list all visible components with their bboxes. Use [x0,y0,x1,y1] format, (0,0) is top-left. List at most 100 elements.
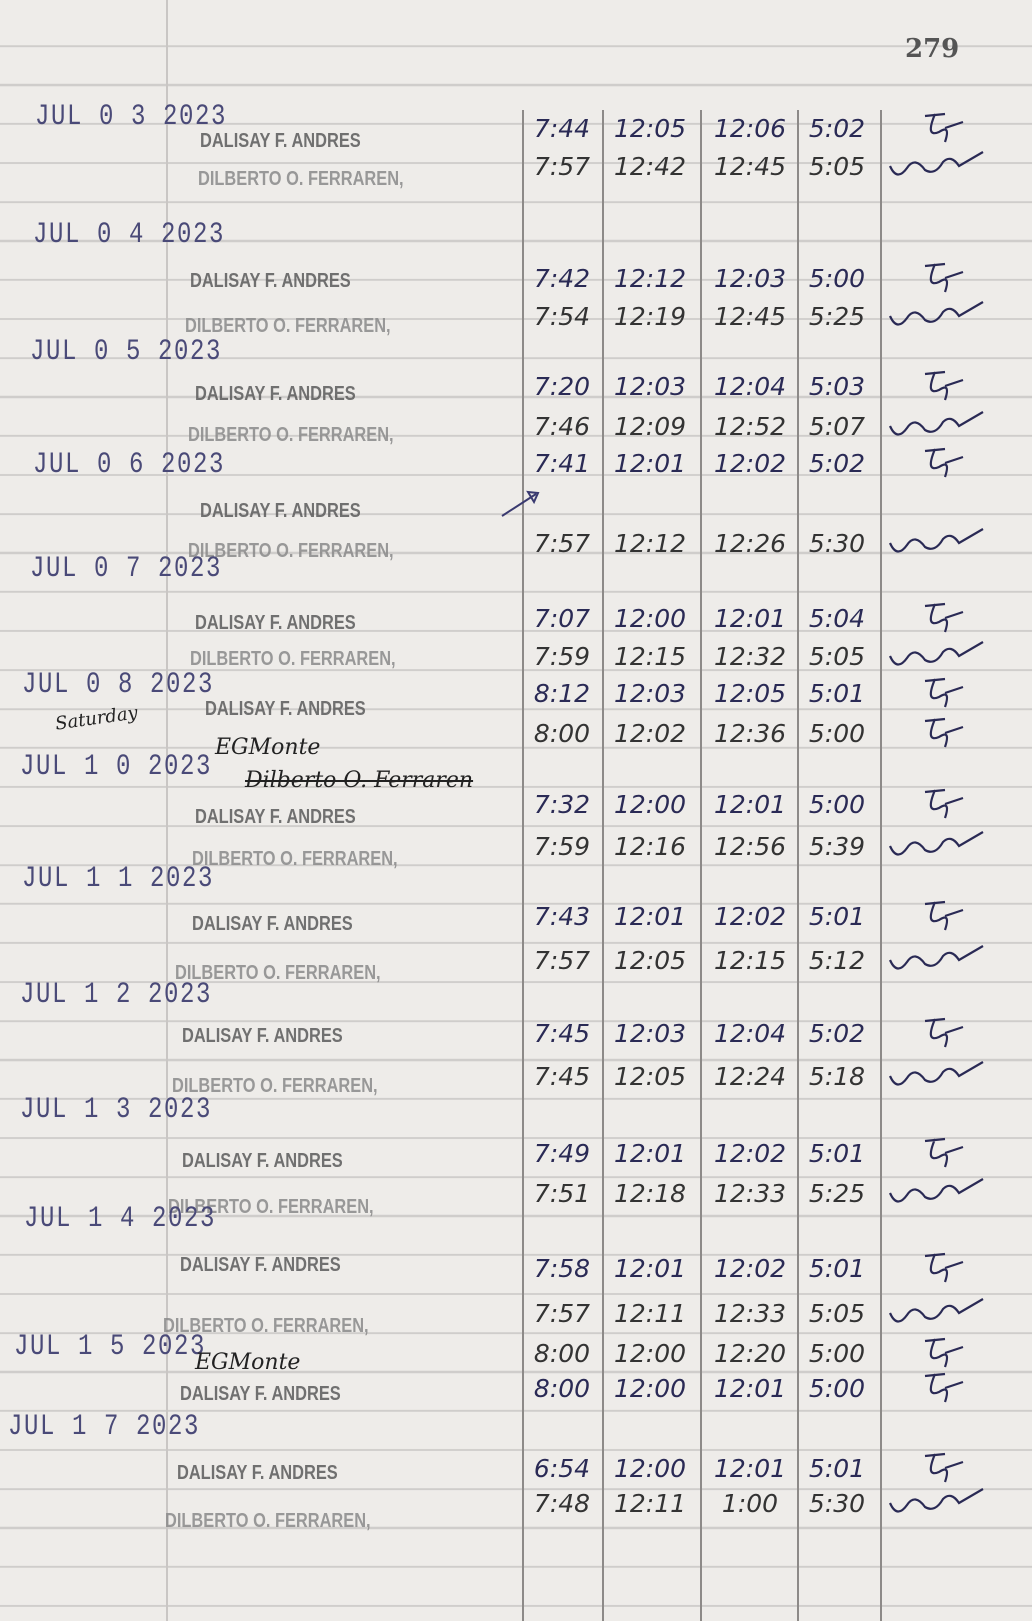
employee-name: EGMonte [195,1350,301,1375]
column-divider [797,110,799,1621]
time-entry: 12:01 [713,604,787,633]
time-entry: 8:00 [533,1374,591,1403]
time-entry: 7:51 [533,1179,591,1208]
date-stamp: JUL 0 3 2023 [35,100,228,134]
time-entry: 12:26 [713,529,787,558]
time-entry: 5:30 [808,529,866,558]
time-entry: 12:11 [613,1299,687,1328]
time-entry: 7:57 [533,529,591,558]
time-entry: 12:11 [613,1489,687,1518]
time-entry: 1:00 [721,1489,779,1518]
employee-name: Dilberto O. Ferraren [245,768,474,793]
date-stamp: JUL 1 7 2023 [8,1410,201,1444]
time-entry: 12:03 [613,372,687,401]
time-entry: 8:12 [533,679,591,708]
column-divider [602,110,604,1621]
time-entry: 12:01 [613,902,687,931]
time-entry: 12:56 [713,832,787,861]
date-stamp: JUL 1 2 2023 [20,978,213,1012]
time-entry: 12:24 [713,1062,787,1091]
time-entry: 7:59 [533,642,591,671]
time-entry: 12:42 [613,152,687,181]
time-entry: 12:00 [613,1339,687,1368]
signature-icon [924,1372,964,1403]
time-entry: 5:05 [808,1299,866,1328]
time-entry: 12:03 [613,679,687,708]
employee-name: DILBERTO O. FERRAREN, [188,540,394,562]
signature-icon [924,112,964,143]
signature-icon [924,717,964,748]
time-entry: 12:05 [613,946,687,975]
employee-name: DILBERTO O. FERRAREN, [185,315,391,337]
time-entry: 7:42 [533,264,591,293]
time-entry: 8:00 [533,719,591,748]
employee-name: DILBERTO O. FERRAREN, [175,962,381,984]
time-entry: 12:01 [713,1454,787,1483]
time-entry: 7:54 [533,302,591,331]
employee-name: DILBERTO O. FERRAREN, [172,1075,378,1097]
signature-icon [888,1488,984,1513]
time-entry: 12:00 [613,604,687,633]
employee-name: DALISAY F. ANDRES [182,1025,343,1047]
time-entry: 12:09 [613,412,687,441]
time-entry: 12:15 [713,946,787,975]
time-entry: 7:07 [533,604,591,633]
time-entry: 12:02 [713,902,787,931]
signature-icon [888,151,984,176]
signature-icon [888,1298,984,1323]
time-entry: 5:05 [808,152,866,181]
time-entry: 12:33 [713,1179,787,1208]
time-entry: 7:45 [533,1062,591,1091]
date-stamp: JUL 0 7 2023 [30,552,223,586]
time-entry: 12:18 [613,1179,687,1208]
column-divider [700,110,702,1621]
date-stamp: JUL 1 0 2023 [20,750,213,784]
time-entry: 12:19 [613,302,687,331]
time-entry: 12:45 [713,152,787,181]
time-entry: 12:05 [613,114,687,143]
time-entry: 5:39 [808,832,866,861]
time-entry: 7:57 [533,152,591,181]
employee-name: DILBERTO O. FERRAREN, [163,1315,369,1337]
time-entry: 12:05 [713,679,787,708]
time-entry: 5:01 [808,1139,866,1168]
time-entry: 8:00 [533,1339,591,1368]
page-number: 279 [905,34,960,64]
employee-name: DALISAY F. ANDRES [190,270,351,292]
signature-icon [888,301,984,326]
signature-icon [924,1137,964,1168]
date-stamp: JUL 1 5 2023 [14,1330,207,1364]
employee-name: DILBERTO O. FERRAREN, [198,168,404,190]
employee-name: DALISAY F. ANDRES [195,383,356,405]
date-stamp: JUL 0 8 2023 [22,668,215,702]
time-entry: 5:00 [808,1339,866,1368]
time-entry: 5:02 [808,114,866,143]
time-entry: 5:12 [808,946,866,975]
time-entry: 5:02 [808,1019,866,1048]
time-entry: 7:44 [533,114,591,143]
time-entry: 12:01 [613,1254,687,1283]
date-stamp: JUL 1 4 2023 [24,1202,217,1236]
time-entry: 5:25 [808,302,866,331]
time-entry: 7:49 [533,1139,591,1168]
time-entry: 12:01 [713,1374,787,1403]
time-entry: 7:32 [533,790,591,819]
date-stamp: JUL 0 6 2023 [33,448,226,482]
employee-name: DALISAY F. ANDRES [205,698,366,720]
time-entry: 12:02 [713,1254,787,1283]
time-entry: 5:00 [808,790,866,819]
time-entry: 5:01 [808,902,866,931]
employee-name: DALISAY F. ANDRES [195,806,356,828]
signature-icon [924,1252,964,1283]
employee-name: DALISAY F. ANDRES [180,1254,341,1276]
employee-name: DILBERTO O. FERRAREN, [165,1510,371,1532]
employee-name: DILBERTO O. FERRAREN, [190,648,396,670]
time-entry: 12:03 [613,1019,687,1048]
employee-name: DALISAY F. ANDRES [195,612,356,634]
time-entry: 7:46 [533,412,591,441]
time-entry: 12:32 [713,642,787,671]
time-entry: 7:57 [533,1299,591,1328]
time-entry: 7:20 [533,372,591,401]
signature-icon [888,1061,984,1086]
